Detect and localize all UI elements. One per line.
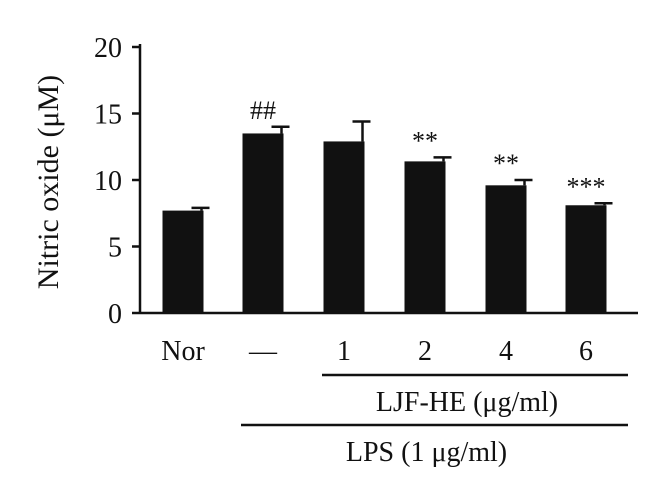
x-category-label: 6 xyxy=(579,336,593,367)
group-label: LJF-HE (μg/ml) xyxy=(376,387,558,418)
x-category-label: 4 xyxy=(499,336,513,367)
group-label: LPS (1 μg/ml) xyxy=(346,437,507,468)
y-tick-label: 15 xyxy=(94,100,122,131)
bar xyxy=(242,133,284,313)
bar xyxy=(404,161,446,313)
bar xyxy=(485,185,527,313)
bar xyxy=(323,141,365,313)
x-category-label: Nor xyxy=(161,336,205,367)
y-tick-label: 10 xyxy=(94,166,122,197)
significance-label: ** xyxy=(412,126,438,155)
y-tick-label: 5 xyxy=(108,233,122,264)
x-category-label: 1 xyxy=(337,336,351,367)
bar xyxy=(162,210,204,313)
bar xyxy=(565,205,607,313)
y-axis-label: Nitric oxide (μM) xyxy=(32,75,65,289)
y-tick-label: 0 xyxy=(108,299,122,330)
x-category-label: — xyxy=(248,336,278,367)
y-tick-label: 20 xyxy=(94,33,122,64)
significance-label: ** xyxy=(493,149,519,178)
x-category-label: 2 xyxy=(418,336,432,367)
significance-label: *** xyxy=(567,172,606,201)
significance-label: ## xyxy=(250,96,276,125)
